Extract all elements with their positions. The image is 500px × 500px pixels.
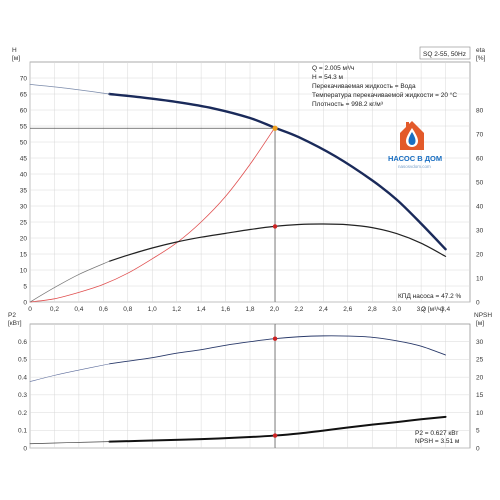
head-curve-extension: [29, 84, 110, 95]
top-right-tick-label: 60: [476, 155, 484, 162]
top-x-tick-label: 0,2: [50, 306, 59, 313]
p2-readout: P2 = 0.627 кВт: [415, 430, 458, 437]
bottom-right-tick-label: 15: [476, 392, 484, 399]
duty-point-marker: [272, 125, 278, 131]
logo: НАСОС В ДОМ nasosvdom.com: [388, 121, 442, 169]
bottom-left-tick-label: 0: [23, 445, 27, 452]
top-grid: [29, 62, 470, 303]
axis-ticks: 0 0,2 0,4 0,6 0,8 1,0 1,2 1,4 1,6 1,8 2,0 2,2 2,4 2,6…: [18, 75, 484, 452]
top-right-tick-label: 50: [476, 179, 484, 186]
top-left-tick-label: 0: [23, 299, 27, 306]
top-left-tick-label: 60: [20, 107, 28, 114]
logo-title: НАСОС В ДОМ: [388, 154, 442, 163]
top-x-tick-label: 0: [28, 306, 32, 313]
top-left-tick-label: 15: [20, 251, 28, 258]
top-right-axis-title-line1: eta: [476, 47, 485, 54]
efficiency-curve-extension: [29, 260, 110, 303]
bottom-left-axis-title-line2: [кВт]: [8, 320, 22, 327]
top-x-tick-label: 1,0: [148, 306, 157, 313]
info-line-1: Q = 2.005 м³/ч: [312, 65, 354, 72]
npsh-curve-extension: [29, 441, 110, 445]
house-drop-icon: [400, 121, 424, 150]
npsh-point-marker: [272, 433, 278, 438]
p2-curve-extension: [29, 363, 110, 382]
top-left-tick-label: 70: [20, 75, 28, 82]
bottom-left-tick-label: 0.4: [18, 374, 27, 381]
npsh-curve: [108, 415, 447, 443]
top-x-axis-title: Q [м³/ч]: [421, 306, 443, 313]
top-left-tick-label: 5: [23, 283, 27, 290]
top-right-tick-label: 10: [476, 275, 484, 282]
bottom-right-tick-label: 30: [476, 339, 484, 346]
top-x-tick-label: 1,6: [221, 306, 230, 313]
bottom-right-tick-label: 10: [476, 410, 484, 417]
bottom-left-tick-label: 0.3: [18, 392, 27, 399]
top-left-tick-label: 50: [20, 139, 28, 146]
top-left-tick-label: 20: [20, 235, 28, 242]
top-right-tick-label: 30: [476, 227, 484, 234]
markers: [30, 125, 278, 448]
bottom-left-tick-label: 0.6: [18, 339, 27, 346]
top-right-tick-label: 20: [476, 251, 484, 258]
model-label-box: [419, 46, 471, 60]
top-x-tick-label: 0,6: [99, 306, 108, 313]
top-x-tick-label: 0,4: [74, 306, 83, 313]
bottom-right-axis-title-line2: [м]: [476, 320, 484, 327]
top-x-tick-label: 3,0: [392, 306, 401, 313]
top-x-tick-label: 3,2: [417, 306, 426, 313]
bottom-left-axis-title-line1: P2: [8, 312, 16, 319]
top-left-tick-label: 35: [20, 187, 28, 194]
top-left-tick-label: 55: [20, 123, 28, 130]
bottom-right-axis-title-line1: NPSH: [474, 312, 492, 319]
bottom-right-tick-label: 20: [476, 374, 484, 381]
top-left-tick-label: 30: [20, 203, 28, 210]
bottom-right-tick-label: 0: [476, 445, 480, 452]
top-right-tick-label: 40: [476, 203, 484, 210]
efficiency-label: КПД насоса = 47.2 %: [398, 293, 462, 300]
top-x-tick-label: 2,0: [270, 306, 279, 313]
info-line-2: H = 54.3 м: [312, 74, 344, 81]
top-x-tick-label: 2,4: [319, 306, 328, 313]
top-x-tick-label: 2,2: [294, 306, 303, 313]
system-curve: [29, 127, 275, 303]
top-left-tick-label: 45: [20, 155, 28, 162]
top-x-tick-label: 2,8: [368, 306, 377, 313]
top-right-tick-label: 0: [476, 299, 480, 306]
top-left-tick-label: 65: [20, 91, 28, 98]
top-left-tick-label: 25: [20, 219, 28, 226]
top-x-tick-label: 1,8: [245, 306, 254, 313]
p2-point-marker: [272, 336, 278, 341]
info-line-3: Перекачиваемая жидкость = Вода: [312, 83, 416, 90]
model-label: SQ 2-55, 50Hz: [423, 51, 466, 58]
npsh-readout: NPSH = 3.51 м: [415, 438, 460, 445]
top-left-tick-label: 40: [20, 171, 28, 178]
top-right-tick-label: 80: [476, 107, 484, 114]
top-x-tick-label: 1,4: [197, 306, 206, 313]
head-curve: [108, 92, 447, 251]
top-x-tick-label: 0,8: [123, 306, 132, 313]
info-line-4: Температура перекачиваемой жидкости = 20…: [312, 91, 457, 99]
curves: [29, 84, 447, 445]
top-x-tick-label: 2,6: [343, 306, 352, 313]
top-left-axis-title-line2: [м]: [12, 55, 20, 62]
top-right-axis-title-line2: [%]: [476, 55, 486, 62]
bottom-right-tick-label: 25: [476, 357, 484, 364]
efficiency-curve: [108, 223, 447, 262]
top-left-axis-title-line1: H: [12, 47, 17, 54]
efficiency-point-marker: [272, 224, 278, 229]
info-line-5: Плотность = 998.2 кг/м³: [312, 101, 384, 108]
top-x-tick-label: 3,4: [441, 306, 450, 313]
bottom-left-tick-label: 0.5: [18, 357, 27, 364]
top-right-tick-label: 70: [476, 131, 484, 138]
bottom-left-tick-label: 0.1: [18, 428, 27, 435]
logo-subtitle: nasosvdom.com: [398, 164, 431, 169]
bottom-left-tick-label: 0.2: [18, 410, 27, 417]
top-left-tick-label: 10: [20, 267, 28, 274]
bottom-right-tick-label: 5: [476, 428, 480, 435]
top-x-tick-label: 1,2: [172, 306, 181, 313]
